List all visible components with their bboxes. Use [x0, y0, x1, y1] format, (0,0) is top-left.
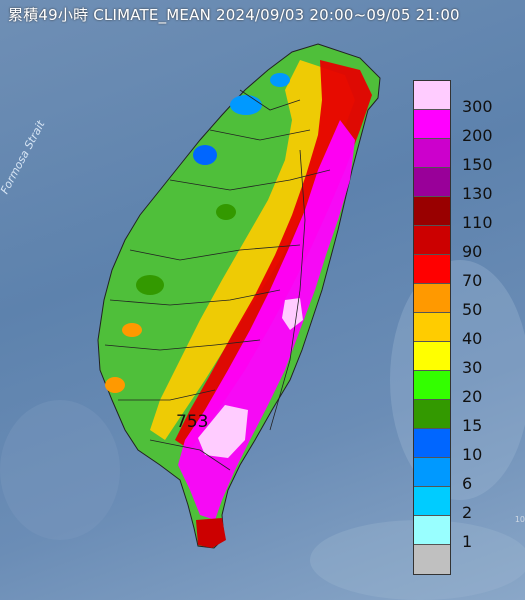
legend-label: 150	[462, 155, 493, 174]
legend-label: 10	[462, 445, 483, 464]
legend-swatch	[414, 342, 450, 371]
legend-label: 1	[462, 532, 473, 551]
legend-swatch	[414, 313, 450, 342]
legend-swatch	[414, 226, 450, 255]
legend-swatch	[414, 197, 450, 226]
legend-swatch	[414, 400, 450, 429]
legend-label: 40	[462, 329, 483, 348]
legend-swatch	[414, 429, 450, 458]
legend-swatch	[414, 545, 450, 574]
county-boundaries	[104, 89, 331, 471]
corner-mark: 10	[514, 515, 525, 524]
legend-colorbar	[413, 80, 451, 575]
rain-band-300	[198, 405, 248, 458]
legend-label: 15	[462, 416, 483, 435]
low-rain-spots	[105, 73, 290, 393]
max-value-label: 753	[176, 412, 209, 432]
legend-swatch	[414, 139, 450, 168]
legend-swatch	[414, 110, 450, 139]
legend-swatch	[414, 371, 450, 400]
legend-label: 6	[462, 474, 473, 493]
legend-label: 20	[462, 387, 483, 406]
legend-label: 300	[462, 97, 493, 116]
legend-swatch	[414, 487, 450, 516]
legend-swatch	[414, 168, 450, 197]
legend-label: 2	[462, 503, 473, 522]
legend-label: 30	[462, 358, 483, 377]
legend-label: 200	[462, 126, 493, 145]
legend-swatch	[414, 284, 450, 313]
legend-label: 110	[462, 213, 493, 232]
legend-label: 130	[462, 184, 493, 203]
rain-band-south-tip	[196, 518, 226, 548]
legend-swatch	[414, 255, 450, 284]
legend-label: 70	[462, 271, 483, 290]
rain-band-70	[175, 60, 372, 450]
legend-swatch	[414, 458, 450, 487]
legend-label: 90	[462, 242, 483, 261]
legend-label: 50	[462, 300, 483, 319]
rain-band-40	[150, 60, 355, 440]
legend-swatch	[414, 516, 450, 545]
legend-swatch	[414, 81, 450, 110]
map-title: 累積49小時 CLIMATE_MEAN 2024/09/03 20:00~09/…	[8, 6, 460, 24]
